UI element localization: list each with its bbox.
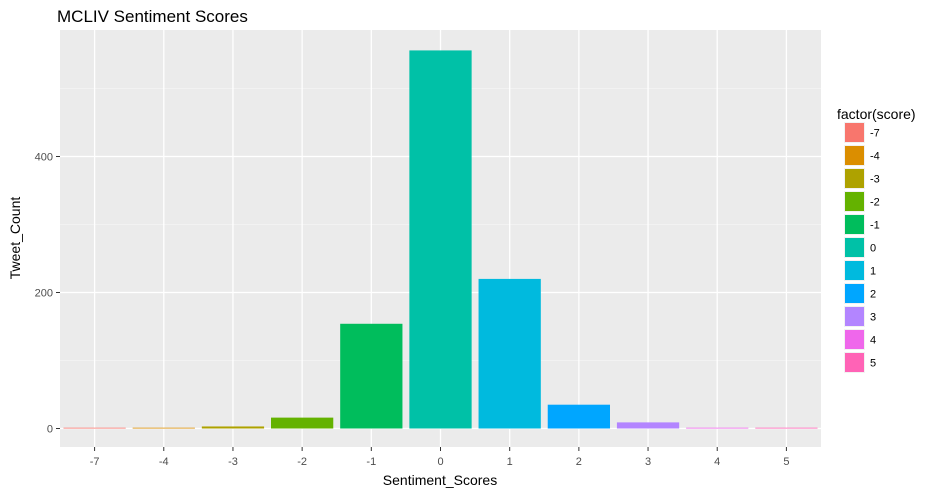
y-axis: 0 200 400	[35, 152, 60, 436]
legend-swatch--2	[845, 192, 864, 211]
legend-swatch-1	[845, 261, 864, 280]
legend-items: -7 -4 -3 -2 -1 0 1 2 3 4 5	[844, 122, 880, 373]
legend-label: 2	[870, 289, 876, 301]
x-tick-label: 5	[783, 456, 789, 468]
legend-swatch-2	[845, 284, 864, 303]
bars	[63, 50, 818, 429]
y-axis-title: Tweet_Count	[7, 197, 23, 280]
legend-label: 0	[870, 243, 876, 255]
legend-swatch-4	[845, 330, 864, 349]
legend-swatch--4	[845, 146, 864, 165]
y-tick-label: 400	[35, 152, 53, 164]
legend-swatch--3	[845, 169, 864, 188]
x-tick-label: 0	[437, 456, 443, 468]
bar-1	[478, 278, 541, 429]
x-axis: -7 -4 -3 -2 -1 0 1 2 3 4 5	[90, 447, 789, 468]
bar--1	[340, 323, 403, 429]
x-tick-label: -7	[90, 456, 100, 468]
bar--3	[201, 426, 265, 429]
legend: factor(score) -7 -4 -3 -2 -1 0 1 2 3 4 5	[837, 106, 916, 373]
x-tick-label: 1	[507, 456, 513, 468]
x-tick-label: -2	[297, 456, 307, 468]
y-tick-label: 200	[35, 288, 53, 300]
bar-4	[686, 427, 749, 429]
bar--2	[271, 417, 334, 429]
x-tick-label: -1	[366, 456, 376, 468]
bar--7	[63, 427, 126, 429]
legend-swatch--1	[845, 215, 864, 234]
chart-title: MCLIV Sentiment Scores	[57, 7, 248, 26]
legend-label: 5	[870, 358, 876, 370]
legend-label: 1	[870, 266, 876, 278]
bar-2	[547, 404, 610, 429]
legend-label: -7	[870, 128, 880, 140]
y-tick-label: 0	[47, 424, 53, 436]
legend-title: factor(score)	[837, 106, 916, 122]
legend-label: -3	[870, 174, 880, 186]
x-tick-label: -4	[159, 456, 169, 468]
bar-3	[616, 422, 680, 429]
x-tick-label: 3	[645, 456, 651, 468]
legend-label: 4	[870, 335, 876, 347]
legend-swatch-3	[845, 307, 864, 326]
x-tick-label: 2	[576, 456, 582, 468]
legend-swatch--7	[845, 123, 864, 142]
bar--4	[132, 427, 195, 429]
x-axis-title: Sentiment_Scores	[383, 472, 497, 488]
x-tick-label: 4	[714, 456, 720, 468]
x-tick-label: -3	[228, 456, 238, 468]
legend-label: -2	[870, 197, 880, 209]
legend-label: 3	[870, 312, 876, 324]
legend-label: -4	[870, 151, 880, 163]
legend-swatch-0	[845, 238, 864, 257]
bar-5	[755, 427, 818, 429]
legend-label: -1	[870, 220, 880, 232]
legend-swatch-5	[845, 353, 864, 372]
bar-0	[409, 50, 472, 429]
